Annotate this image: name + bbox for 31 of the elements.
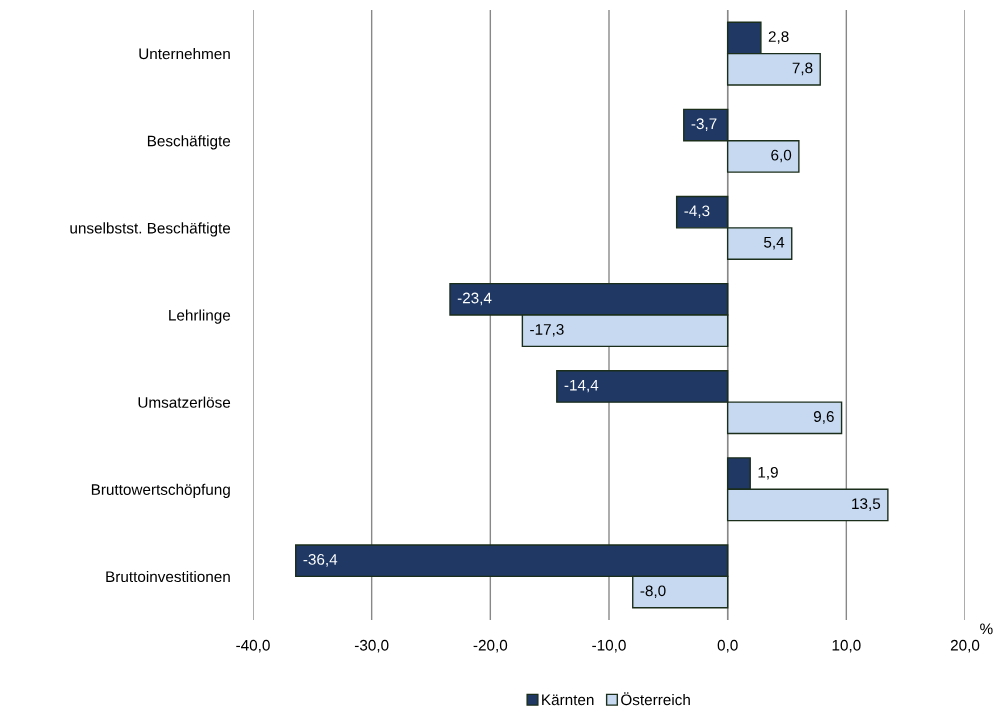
data-label: 7,8 xyxy=(792,62,813,76)
y-tick-label: Bruttoinvestitionen xyxy=(106,570,230,583)
x-tick-label: 20,0 xyxy=(950,639,980,653)
x-tick-label: -20,0 xyxy=(473,639,508,653)
data-label: -17,3 xyxy=(530,323,564,337)
x-tick-label: -40,0 xyxy=(236,639,270,653)
x-tick-label: 0,0 xyxy=(717,639,738,653)
y-tick-label: Beschäftigte xyxy=(147,135,231,150)
x-axis-title: % xyxy=(980,623,993,635)
legend-label: Österreich xyxy=(621,692,690,706)
data-label: -14,4 xyxy=(564,379,599,393)
data-label: 5,4 xyxy=(764,236,785,250)
data-label: -23,4 xyxy=(457,292,492,306)
y-tick-label: Lehrlinge xyxy=(169,309,231,324)
data-label: -3,7 xyxy=(691,118,717,131)
data-label: -36,4 xyxy=(303,554,338,567)
y-tick-label: Umsatzerlöse xyxy=(138,396,231,408)
data-label: -8,0 xyxy=(640,585,666,599)
data-label: 1,9 xyxy=(758,466,778,480)
data-label: 13,5 xyxy=(852,498,881,511)
x-tick-label: -30,0 xyxy=(354,639,389,653)
x-tick-label: 10,0 xyxy=(832,639,861,653)
data-label: 9,6 xyxy=(813,411,834,424)
y-tick-label: unselbstst. Beschäftigte xyxy=(70,222,231,237)
y-tick-label: Unternehmen xyxy=(139,48,230,60)
data-label: 2,8 xyxy=(768,31,789,44)
data-label: 6,0 xyxy=(771,149,792,163)
y-tick-label: Bruttowertschöpfung xyxy=(91,483,230,498)
legend-label: Kärnten xyxy=(542,694,594,706)
x-tick-label: -10,0 xyxy=(592,639,626,653)
data-label: -4,3 xyxy=(684,205,710,219)
